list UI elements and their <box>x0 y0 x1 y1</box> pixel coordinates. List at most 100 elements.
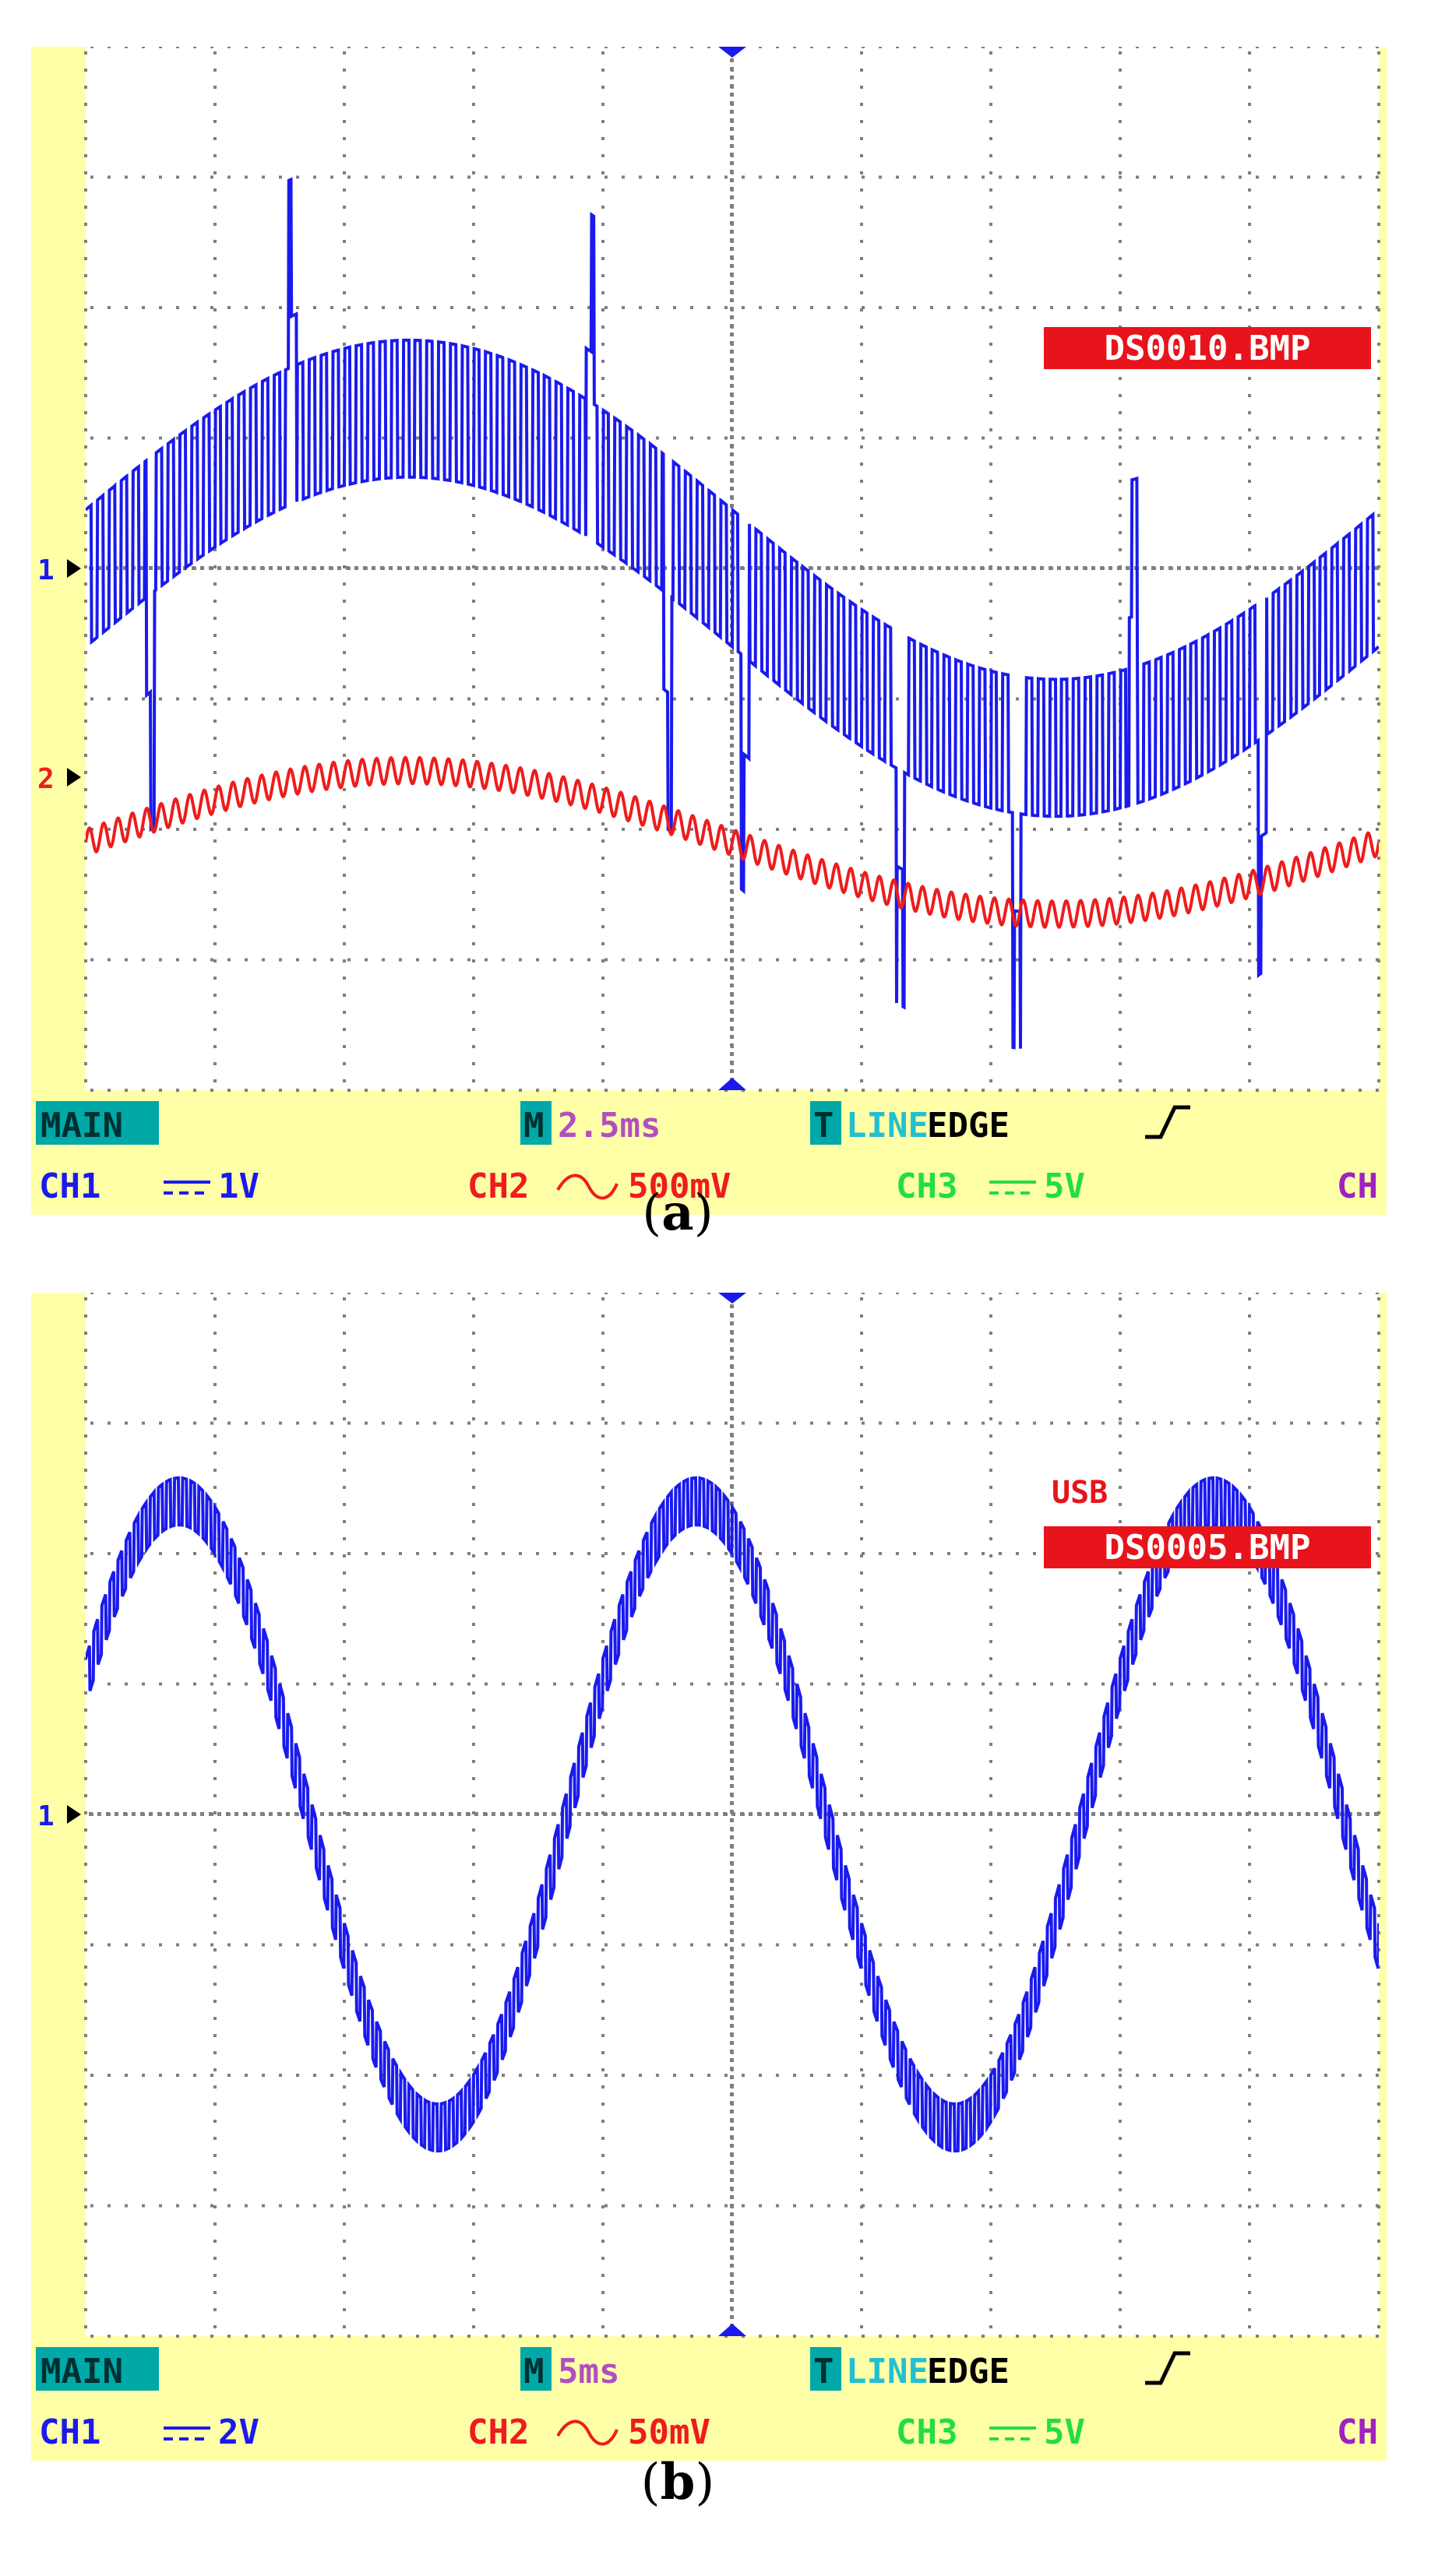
grid-dot <box>90 436 93 440</box>
grid-dot <box>472 1332 475 1335</box>
grid-dot <box>213 1623 217 1626</box>
grid-dot <box>639 175 642 179</box>
grid-dot <box>1119 154 1122 157</box>
grid-dot <box>1377 411 1380 414</box>
grid-dot <box>999 958 1002 962</box>
grid-dot <box>604 958 608 962</box>
grid-dot <box>1221 175 1225 179</box>
grid-dot <box>1377 2068 1380 2071</box>
grid-dot <box>1084 1293 1087 1294</box>
grid-dot <box>964 1943 967 1947</box>
grid-dot <box>1033 1089 1036 1092</box>
grid-dot <box>84 411 87 414</box>
grid-dot <box>930 436 933 440</box>
grid-dot <box>989 1640 992 1643</box>
timebase-prefix: M <box>523 1106 545 1145</box>
grid-dot <box>1377 1503 1380 1506</box>
grid-dot <box>213 668 217 671</box>
trigger-type: EDGE <box>927 2352 1010 2391</box>
grid-dot <box>84 1332 87 1335</box>
grid-dot <box>1377 720 1380 723</box>
grid-dot <box>622 1552 625 1555</box>
grid-dot <box>472 223 475 226</box>
grid-dot <box>1324 1089 1327 1092</box>
grid-dot <box>601 1623 604 1626</box>
grid-dot <box>84 2274 87 2277</box>
grid-dot <box>467 2204 471 2208</box>
channel-marker-1: 1 <box>37 1800 81 1832</box>
grid-dot <box>84 86 87 89</box>
grid-dot <box>472 86 475 89</box>
axis-dot-x <box>483 1812 487 1816</box>
grid-dot <box>1221 1089 1225 1092</box>
grid-dot <box>485 175 488 179</box>
axis-dot-x <box>1263 566 1267 570</box>
grid-dot <box>989 394 992 397</box>
grid-dot <box>159 436 162 440</box>
grid-dot <box>896 47 899 48</box>
grid-dot <box>1119 2240 1122 2243</box>
grid-dot <box>193 175 196 179</box>
grid-dot <box>1101 1943 1105 1947</box>
grid-dot <box>989 857 992 860</box>
grid-dot <box>1377 377 1380 380</box>
grid-dot <box>399 1682 402 1686</box>
grid-dot <box>860 1571 863 1575</box>
grid-dot <box>1033 1293 1036 1294</box>
grid-dot <box>343 1452 346 1455</box>
grid-dot <box>989 2068 992 2071</box>
grid-dot <box>1119 175 1122 179</box>
grid-dot <box>1119 2335 1122 2338</box>
grid-dot <box>982 1293 985 1294</box>
axis-dot-y <box>730 1793 734 1797</box>
grid-dot <box>1377 1062 1380 1065</box>
grid-dot <box>472 103 475 106</box>
grid-dot <box>1119 1794 1122 1797</box>
grid-dot <box>673 2074 676 2077</box>
grid-dot <box>227 1089 231 1092</box>
grid-dot <box>472 2000 475 2003</box>
axis-dot-y <box>730 213 734 216</box>
grid-dot <box>622 47 625 48</box>
grid-dot <box>1376 1552 1379 1555</box>
grid-dot <box>84 394 87 397</box>
caption-a: (a) <box>0 1184 1355 1242</box>
grid-dot <box>860 1640 863 1643</box>
grid-dot <box>1307 175 1310 179</box>
grid-dot <box>90 1293 93 1294</box>
grid-dot <box>1033 436 1036 440</box>
grid-dot <box>860 274 863 277</box>
grid-dot <box>1170 2074 1173 2077</box>
axis-dot-x <box>860 566 864 570</box>
grid-dot <box>1248 1691 1251 1694</box>
axis-dot-x <box>157 1812 161 1816</box>
grid-dot <box>1119 1011 1122 1014</box>
grid-dot <box>1187 697 1190 701</box>
grid-dot <box>1307 1293 1310 1294</box>
grid-dot <box>213 2137 217 2140</box>
grid-dot <box>989 1828 992 1832</box>
grid-dot <box>690 436 693 440</box>
grid-dot <box>1084 1682 1087 1686</box>
grid-dot <box>1248 2274 1251 2277</box>
grid-dot <box>536 47 539 48</box>
grid-dot <box>245 2335 248 2338</box>
grid-dot <box>1248 2000 1251 2003</box>
grid-dot <box>707 47 710 48</box>
axis-dot-x <box>1211 566 1215 570</box>
grid-dot <box>1119 822 1122 825</box>
grid-dot <box>84 1469 87 1472</box>
grid-dot <box>860 2154 863 2157</box>
timebase-value: 5ms <box>558 2352 619 2391</box>
grid-dot <box>343 2240 346 2243</box>
grid-dot <box>1119 958 1122 962</box>
grid-dot <box>213 86 217 89</box>
grid-dot <box>1033 1552 1036 1555</box>
grid-dot <box>433 697 436 701</box>
grid-dot <box>90 1943 93 1947</box>
grid-dot <box>365 306 368 309</box>
axis-dot-x <box>234 1812 238 1816</box>
grid-dot <box>472 188 475 192</box>
grid-dot <box>690 1421 693 1425</box>
grid-dot <box>472 51 475 55</box>
